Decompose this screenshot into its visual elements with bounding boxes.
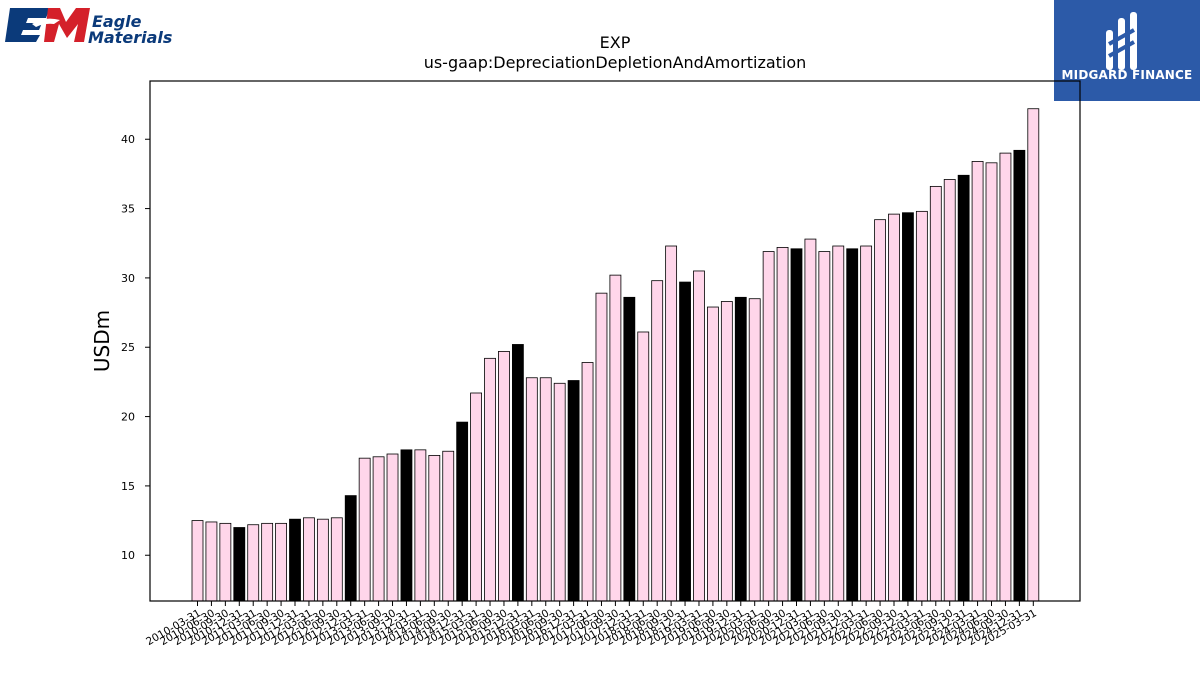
bar-2020-06-30: [762, 251, 775, 602]
bar-2017-09-30: [609, 274, 622, 602]
bar-2011-12-31: [289, 518, 301, 602]
bar-2023-06-30: [929, 185, 942, 602]
bar-2016-12-31: [567, 380, 580, 602]
bar-2013-09-30: [386, 453, 399, 602]
bar-2021-09-30: [832, 245, 845, 602]
bar-2023-12-31: [957, 174, 970, 602]
y-tick-label-15: 15: [121, 480, 135, 493]
bar-2015-12-31: [511, 344, 524, 602]
bar-2018-09-30: [665, 245, 678, 602]
bar-2013-06-30: [372, 456, 385, 602]
bar-2010-09-30: [219, 522, 232, 602]
bar-2019-03-31: [693, 270, 705, 602]
bar-2021-03-31: [804, 238, 817, 602]
bar-2016-09-30: [553, 382, 566, 602]
bar-2011-09-30: [275, 522, 287, 602]
bar-2014-03-31: [414, 449, 427, 602]
bar-2020-03-31: [748, 298, 761, 602]
y-tick-label-20: 20: [121, 411, 135, 424]
bar-2017-06-30: [595, 292, 608, 602]
bar-2015-09-30: [498, 350, 510, 602]
midgard-logo-mark: [1106, 12, 1137, 70]
y-axis-label: USDm: [90, 310, 114, 372]
bar-2018-03-31: [637, 331, 650, 602]
bar-2013-12-31: [400, 449, 413, 602]
bar-2021-06-30: [818, 251, 831, 602]
y-tick-label-35: 35: [121, 203, 135, 216]
bar-2024-06-30: [985, 162, 998, 602]
bar-2021-12-31: [846, 248, 859, 602]
bar-2012-09-30: [330, 517, 343, 602]
bar-2018-06-30: [651, 280, 664, 602]
bar-2023-03-31: [915, 210, 928, 602]
bar-2010-12-31: [233, 527, 246, 602]
bar-2012-12-31: [344, 495, 357, 602]
bar-2019-12-31: [734, 296, 747, 602]
logo-line1: Eagle: [92, 12, 142, 31]
bar-2015-03-31: [470, 392, 483, 602]
logo-line2: Materials: [88, 28, 172, 46]
bar-2023-09-30: [943, 179, 956, 602]
eagle-materials-logo: Eagle Materials: [4, 4, 174, 47]
y-tick-label-30: 30: [121, 272, 135, 285]
bar-2010-06-30: [205, 521, 218, 602]
bar-2013-03-31: [358, 457, 371, 602]
y-tick-label-10: 10: [121, 549, 135, 562]
bar-2017-12-31: [623, 296, 636, 602]
bar-2015-06-30: [484, 357, 496, 602]
bar-2020-09-30: [776, 246, 789, 602]
bar-2022-03-31: [860, 245, 873, 602]
bar-2016-06-30: [539, 377, 552, 602]
eagle-materials-logo-mark: Eagle Materials: [5, 8, 172, 47]
y-tick-label-25: 25: [121, 341, 135, 354]
y-tick-label-40: 40: [121, 133, 135, 146]
bar-2025-03-31: [1027, 108, 1040, 602]
bar-2022-09-30: [888, 213, 900, 602]
bar-2024-03-31: [971, 161, 984, 602]
bar-2024-09-30: [999, 152, 1012, 602]
bar-2019-06-30: [707, 306, 719, 602]
bar-2020-12-31: [790, 248, 803, 602]
bar-2012-03-31: [303, 517, 315, 602]
bar-2012-06-30: [316, 518, 329, 602]
midgard-finance-name: MIDGARD FINANCE: [1061, 68, 1193, 82]
midgard-finance-logo: MIDGARD FINANCE: [1054, 0, 1200, 101]
chart-subtitle: us-gaap:DepreciationDepletionAndAmortiza…: [424, 53, 807, 72]
bar-2022-12-31: [902, 212, 914, 602]
bar-2019-09-30: [720, 301, 733, 602]
chart-title: EXP: [600, 33, 631, 52]
bar-2017-03-31: [581, 362, 594, 602]
bar-2014-06-30: [428, 454, 441, 602]
x-axis: 2010-03-312010-06-302010-09-302010-12-31…: [144, 601, 1039, 648]
bar-2010-03-31: [191, 520, 204, 602]
bar-2024-12-31: [1013, 149, 1026, 602]
bar-2018-12-31: [679, 281, 691, 602]
bars-group: [191, 108, 1040, 602]
bar-2022-06-30: [874, 219, 886, 602]
bar-2014-12-31: [456, 421, 469, 602]
bar-2011-06-30: [261, 522, 274, 602]
y-axis: 10 15 20 25 30 35 40: [121, 133, 150, 562]
bar-2014-09-30: [442, 450, 455, 602]
bar-2016-03-31: [525, 377, 538, 602]
bar-2011-03-31: [247, 524, 260, 602]
